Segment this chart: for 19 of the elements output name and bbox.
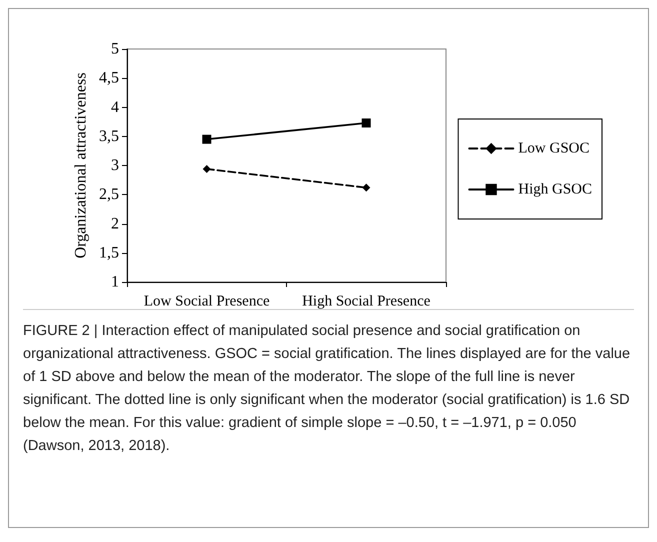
- y-tick-label: 5: [111, 40, 119, 58]
- point: [202, 134, 212, 144]
- point: [202, 164, 211, 173]
- y-tick-label: 3: [111, 157, 119, 174]
- x-tick-label: Low Social Presence: [144, 294, 270, 310]
- caption: FIGURE 2 | Interaction effect of manipulated social presence and social gratification on organizational attractiveness. GSOC = social gratification. The lines displayed are for the value of 1 SD above and below the mean of the moderator. The slope of the full line is never significant. The dotted line is only significant when the moderator (social gratification) is 1.6 SD below the mean. For this value: gradient of simple slope = –0.50, t = –1.971, p = 0.050 (Dawson, 2013, 2018).: [23, 322, 632, 456]
- y-tick-label: 4,5: [99, 70, 119, 87]
- y-tick-label: 1,5: [99, 244, 119, 262]
- y-tick-label: 2: [111, 215, 119, 232]
- point: [362, 184, 370, 192]
- legend-label: Low GSOC: [518, 140, 590, 156]
- y-tick-label: 1: [111, 274, 119, 290]
- x-tick-label: High Social Presence: [302, 294, 431, 310]
- y-tick-label: 4: [111, 98, 119, 116]
- y-tick-label: 2,5: [99, 186, 119, 204]
- y-axis-title: Organizational attractiveness: [72, 72, 90, 258]
- point: [362, 118, 371, 128]
- y-tick-label: 3,5: [99, 128, 119, 145]
- legend-label: High GSOC: [518, 182, 592, 198]
